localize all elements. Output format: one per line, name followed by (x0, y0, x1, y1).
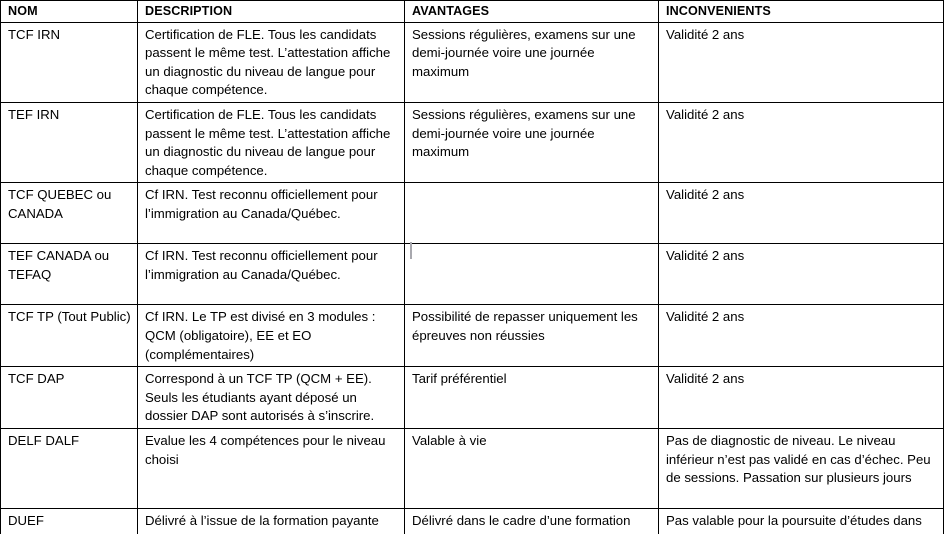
column-header-inconvenients-label: INCONVENIENTS (666, 4, 771, 18)
cell-avantages (404, 182, 659, 245)
table-row: DUEF Délivré à l’issue de la formation p… (0, 507, 944, 534)
table-row: TEF CANADA ou TEFAQ Cf IRN. Test reconnu… (0, 243, 944, 306)
column-header-inconvenients: INCONVENIENTS (658, 0, 944, 23)
cell-description: Cf IRN. Test reconnu officiellement pour… (137, 243, 405, 306)
cell-inconvenients: Validité 2 ans (658, 366, 944, 429)
cell-nom: TCF IRN (0, 21, 138, 103)
cell-nom: TCF TP (Tout Public) (0, 304, 138, 368)
cell-description: Cf IRN. Test reconnu officiellement pour… (137, 182, 405, 245)
cell-avantages (404, 243, 659, 306)
table-body: TCF IRN Certification de FLE. Tous les c… (0, 21, 944, 534)
table-row: TCF DAP Correspond à un TCF TP (QCM + EE… (0, 366, 944, 429)
cell-inconvenients: Validité 2 ans (658, 21, 944, 103)
column-header-avantages: AVANTAGES (404, 0, 659, 23)
cell-nom: DELF DALF (0, 427, 138, 509)
cell-avantages: Valable à vie (404, 427, 659, 509)
text-cursor-caret (410, 242, 412, 259)
cell-inconvenients: Pas de diagnostic de niveau. Le niveau i… (658, 427, 944, 509)
column-header-nom: NOM (0, 0, 138, 23)
cell-description: Correspond à un TCF TP (QCM + EE). Seuls… (137, 366, 405, 429)
table-row: TCF QUEBEC ou CANADA Cf IRN. Test reconn… (0, 182, 944, 245)
cell-inconvenients: Validité 2 ans (658, 243, 944, 306)
cell-avantages: Sessions régulières, examens sur une dem… (404, 21, 659, 103)
cell-description: Délivré à l’issue de la formation payant… (137, 507, 405, 534)
column-header-description: DESCRIPTION (137, 0, 405, 23)
table-header: NOM DESCRIPTION AVANTAGES INCONVENIENTS (0, 0, 944, 23)
cell-avantages: Tarif préférentiel (404, 366, 659, 429)
cell-description: Certification de FLE. Tous les candidats… (137, 101, 405, 184)
cell-avantages: Délivré dans le cadre d’une formation (404, 507, 659, 534)
cell-inconvenients: Validité 2 ans (658, 182, 944, 245)
cell-nom: TCF QUEBEC ou CANADA (0, 182, 138, 245)
cell-description: Certification de FLE. Tous les candidats… (137, 21, 405, 103)
cell-avantages: Possibilité de repasser uniquement les é… (404, 304, 659, 368)
column-header-nom-label: NOM (8, 4, 38, 18)
cell-inconvenients: Validité 2 ans (658, 304, 944, 368)
cell-inconvenients: Validité 2 ans (658, 101, 944, 184)
table-row: TEF IRN Certification de FLE. Tous les c… (0, 101, 944, 184)
cell-description: Evalue les 4 compétences pour le niveau … (137, 427, 405, 509)
table-row: TCF IRN Certification de FLE. Tous les c… (0, 21, 944, 103)
cell-inconvenients: Pas valable pour la poursuite d’études d… (658, 507, 944, 534)
table-header-row: NOM DESCRIPTION AVANTAGES INCONVENIENTS (0, 0, 944, 23)
cell-nom: TEF CANADA ou TEFAQ (0, 243, 138, 306)
cell-nom: TCF DAP (0, 366, 138, 429)
cell-nom: DUEF (0, 507, 138, 534)
table-row: DELF DALF Evalue les 4 compétences pour … (0, 427, 944, 509)
column-header-description-label: DESCRIPTION (145, 4, 233, 18)
table-row: TCF TP (Tout Public) Cf IRN. Le TP est d… (0, 304, 944, 368)
column-header-avantages-label: AVANTAGES (412, 4, 490, 18)
cell-avantages: Sessions régulières, examens sur une dem… (404, 101, 659, 184)
cell-nom: TEF IRN (0, 101, 138, 184)
cell-description: Cf IRN. Le TP est divisé en 3 modules : … (137, 304, 405, 368)
